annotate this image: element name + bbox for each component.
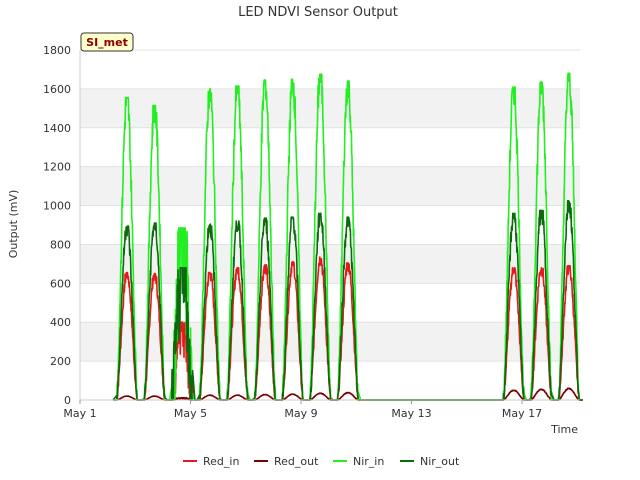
x-tick-label: May 9 bbox=[284, 407, 317, 420]
site-badge-box bbox=[80, 32, 134, 52]
grid-band bbox=[80, 50, 580, 89]
y-tick-label: 600 bbox=[50, 277, 71, 290]
x-tick-label: May 1 bbox=[63, 407, 96, 420]
y-tick-label: 400 bbox=[50, 316, 71, 329]
y-tick-label: 800 bbox=[50, 238, 71, 251]
grid-band bbox=[80, 205, 580, 245]
x-tick-label: May 17 bbox=[502, 407, 542, 420]
legend-label: Nir_out bbox=[420, 455, 460, 468]
y-tick-label: 1400 bbox=[43, 122, 71, 135]
y-tick-label: 1000 bbox=[43, 200, 71, 213]
y-tick-label: 0 bbox=[64, 394, 71, 407]
site-badge: SI_met bbox=[80, 32, 134, 52]
x-tick-label: May 5 bbox=[174, 407, 207, 420]
legend-label: Red_in bbox=[203, 455, 239, 468]
y-axis-label: Output (mV) bbox=[7, 190, 20, 259]
chart-title: LED NDVI Sensor Output bbox=[238, 5, 398, 20]
grid-lines bbox=[80, 49, 580, 401]
grid-band bbox=[80, 127, 580, 167]
plot-background-bands bbox=[80, 50, 580, 400]
grid-band bbox=[80, 244, 580, 284]
legend: Red_in Red_out Nir_in Nir_out bbox=[183, 455, 460, 468]
legend-label: Red_out bbox=[274, 455, 319, 468]
legend-label: Nir_in bbox=[353, 455, 384, 468]
x-tick-label: May 13 bbox=[391, 407, 431, 420]
grid-band bbox=[80, 283, 580, 323]
grid-band bbox=[80, 88, 580, 128]
axes: 0 200 400 600 800 1000 1200 1400 1600 1800 May 1 Ma… bbox=[43, 44, 580, 420]
site-badge-label: SI_met bbox=[86, 36, 128, 49]
grid-band bbox=[80, 166, 580, 206]
y-tick-label: 1200 bbox=[43, 161, 71, 174]
x-axis-label: Time bbox=[550, 423, 578, 436]
y-tick-label: 200 bbox=[50, 355, 71, 368]
y-tick-label: 1600 bbox=[43, 83, 71, 96]
y-tick-label: 1800 bbox=[43, 44, 71, 57]
